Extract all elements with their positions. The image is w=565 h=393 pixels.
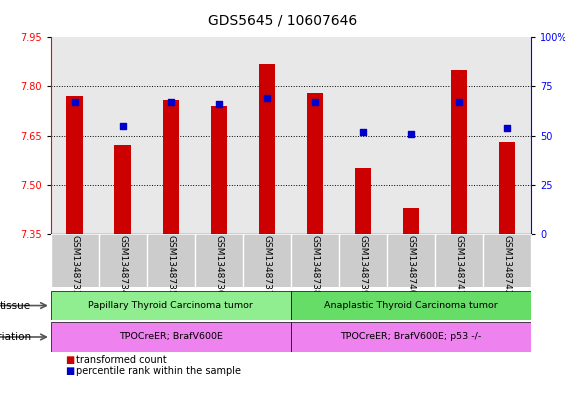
Bar — [355, 168, 371, 234]
Text: tissue: tissue — [0, 301, 31, 310]
Point — [407, 130, 416, 137]
Text: GSM1348739: GSM1348739 — [359, 235, 367, 296]
Text: ■: ■ — [65, 366, 74, 376]
Bar — [291, 291, 531, 320]
Bar — [307, 93, 323, 234]
Text: GSM1348738: GSM1348738 — [311, 235, 319, 296]
Text: percentile rank within the sample: percentile rank within the sample — [76, 366, 241, 376]
Text: TPOCreER; BrafV600E: TPOCreER; BrafV600E — [119, 332, 223, 342]
Bar — [163, 99, 179, 234]
Text: GSM1348735: GSM1348735 — [167, 235, 175, 296]
Point — [311, 99, 320, 105]
Text: GSM1348734: GSM1348734 — [119, 235, 127, 296]
Bar — [499, 142, 515, 234]
Text: GSM1348733: GSM1348733 — [71, 235, 79, 296]
Bar — [451, 70, 467, 234]
Text: GSM1348740: GSM1348740 — [407, 235, 415, 296]
Bar — [67, 96, 83, 234]
Text: Anaplastic Thyroid Carcinoma tumor: Anaplastic Thyroid Carcinoma tumor — [324, 301, 498, 310]
Text: Papillary Thyroid Carcinoma tumor: Papillary Thyroid Carcinoma tumor — [89, 301, 253, 310]
Bar — [291, 322, 531, 352]
Text: ■: ■ — [65, 355, 74, 365]
Text: GSM1348741: GSM1348741 — [455, 235, 463, 296]
Text: GSM1348742: GSM1348742 — [503, 235, 511, 296]
Bar — [211, 106, 227, 234]
Text: GSM1348736: GSM1348736 — [215, 235, 223, 296]
Bar — [115, 145, 131, 234]
Point — [70, 99, 79, 105]
Point — [503, 125, 512, 131]
Bar — [51, 322, 291, 352]
Text: TPOCreER; BrafV600E; p53 -/-: TPOCreER; BrafV600E; p53 -/- — [341, 332, 482, 342]
Point — [359, 129, 368, 135]
Point — [215, 101, 224, 107]
Point — [167, 99, 176, 105]
Bar — [403, 208, 419, 234]
Point — [262, 95, 272, 101]
Bar — [259, 64, 275, 234]
Text: genotype/variation: genotype/variation — [0, 332, 31, 342]
Point — [119, 123, 128, 129]
Point — [455, 99, 464, 105]
Bar — [51, 291, 291, 320]
Text: transformed count: transformed count — [76, 355, 167, 365]
Text: GDS5645 / 10607646: GDS5645 / 10607646 — [208, 14, 357, 28]
Text: GSM1348737: GSM1348737 — [263, 235, 271, 296]
